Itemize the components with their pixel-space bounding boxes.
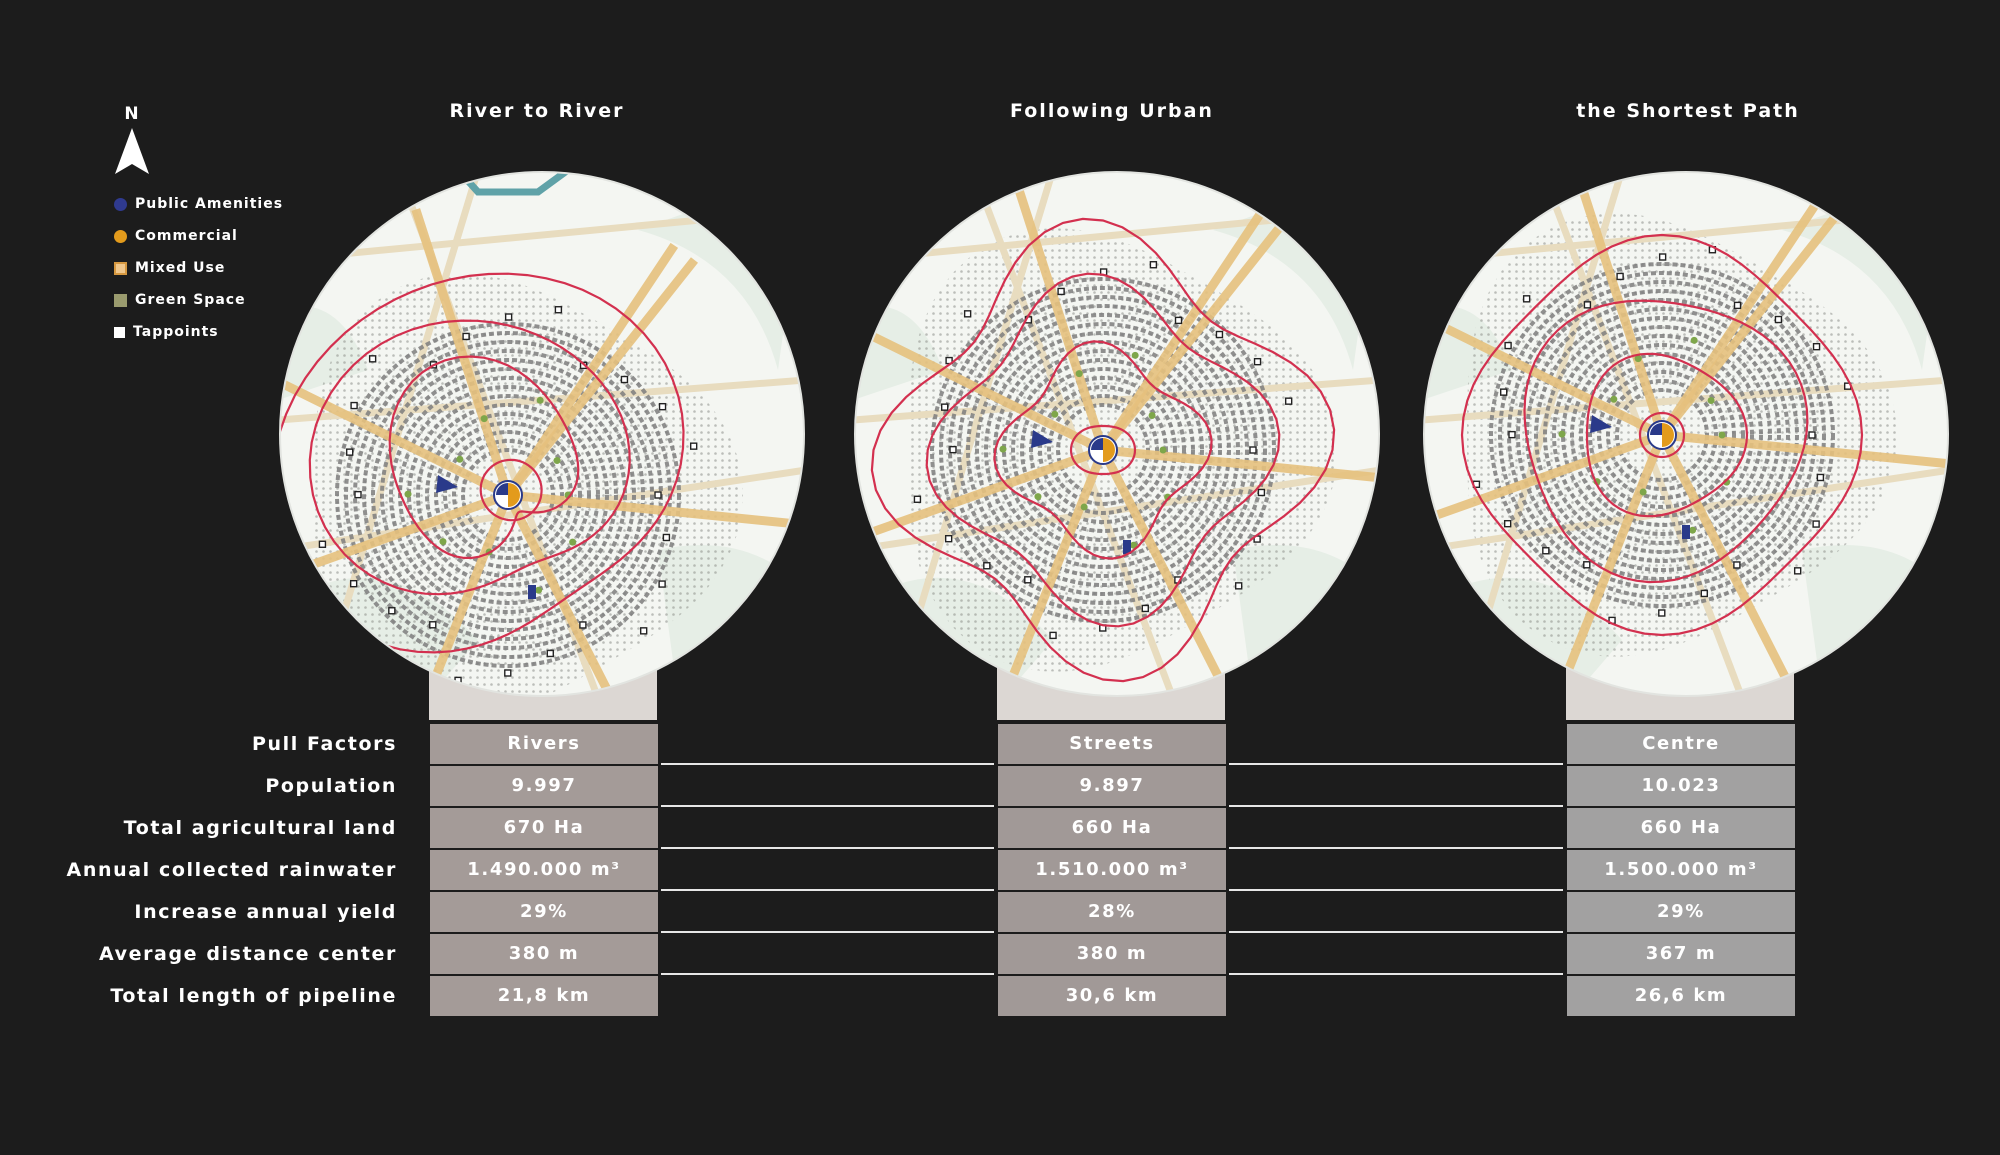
cell-annual-yield-c: 29%: [1567, 892, 1795, 932]
cell-pull-factors-c: Centre: [1567, 724, 1795, 764]
legend: Public Amenities Commercial Mixed Use Gr…: [114, 188, 283, 348]
legend-label: Public Amenities: [135, 196, 284, 212]
connector-line: [661, 931, 994, 933]
cell-pull-factors-a: Rivers: [430, 724, 658, 764]
legend-item-mixed-use: Mixed Use: [114, 252, 283, 284]
map-river-to-river: [279, 171, 805, 697]
public-amenities-swatch: [114, 197, 127, 211]
cell-rainwater-b: 1.510.000 m³: [998, 850, 1226, 890]
connector-line: [1229, 973, 1563, 975]
cell-agricultural-land-a: 670 Ha: [430, 808, 658, 848]
title-following-urban: Following Urban: [1010, 100, 1214, 122]
connector-line: [661, 889, 994, 891]
cell-population-a: 9.997: [430, 766, 658, 806]
connector-line: [661, 763, 994, 765]
cell-population-c: 10.023: [1567, 766, 1795, 806]
cell-rainwater-a: 1.490.000 m³: [430, 850, 658, 890]
cell-annual-yield-a: 29%: [430, 892, 658, 932]
cell-pipeline-length-c: 26,6 km: [1567, 976, 1795, 1016]
connector-line: [661, 847, 994, 849]
cell-distance-center-a: 380 m: [430, 934, 658, 974]
cell-agricultural-land-c: 660 Ha: [1567, 808, 1795, 848]
cell-agricultural-land-b: 660 Ha: [998, 808, 1226, 848]
connector-line: [1229, 931, 1563, 933]
legend-label: Commercial: [135, 228, 238, 244]
north-label: N: [124, 104, 140, 124]
legend-item-tappoints: Tappoints: [114, 316, 283, 348]
cell-population-b: 9.897: [998, 766, 1226, 806]
north-indicator: N: [112, 104, 152, 174]
green-space-swatch: [114, 293, 127, 307]
legend-item-commercial: Commercial: [114, 220, 283, 252]
north-arrow-icon: [115, 128, 149, 174]
title-shortest-path: the Shortest Path: [1576, 100, 1800, 122]
connector-line: [661, 973, 994, 975]
row-label-rainwater: Annual collected rainwater: [66, 859, 397, 881]
commercial-swatch: [114, 229, 127, 243]
connector-line: [1229, 805, 1563, 807]
legend-item-green-space: Green Space: [114, 284, 283, 316]
map-shortest-path: [1423, 171, 1949, 697]
legend-label: Tappoints: [133, 324, 219, 340]
connector-line: [1229, 847, 1563, 849]
legend-label: Green Space: [135, 292, 246, 308]
legend-label: Mixed Use: [135, 260, 226, 276]
cell-distance-center-b: 380 m: [998, 934, 1226, 974]
row-label-agricultural-land: Total agricultural land: [123, 817, 397, 839]
connector-line: [1229, 763, 1563, 765]
cell-distance-center-c: 367 m: [1567, 934, 1795, 974]
cell-pipeline-length-a: 21,8 km: [430, 976, 658, 1016]
legend-item-public-amenities: Public Amenities: [114, 188, 283, 220]
mixed-use-swatch: [114, 261, 127, 275]
row-label-pull-factors: Pull Factors: [251, 733, 397, 755]
row-label-population: Population: [265, 775, 397, 797]
cell-annual-yield-b: 28%: [998, 892, 1226, 932]
title-river-to-river: River to River: [449, 100, 625, 122]
connector-line: [661, 805, 994, 807]
map-following-urban: [854, 171, 1380, 697]
cell-rainwater-c: 1.500.000 m³: [1567, 850, 1795, 890]
row-label-annual-yield: Increase annual yield: [134, 901, 397, 923]
cell-pull-factors-b: Streets: [998, 724, 1226, 764]
tappoints-swatch: [114, 326, 125, 338]
row-label-distance-center: Average distance center: [98, 943, 397, 965]
cell-pipeline-length-b: 30,6 km: [998, 976, 1226, 1016]
row-label-pipeline-length: Total length of pipeline: [110, 985, 397, 1007]
connector-line: [1229, 889, 1563, 891]
